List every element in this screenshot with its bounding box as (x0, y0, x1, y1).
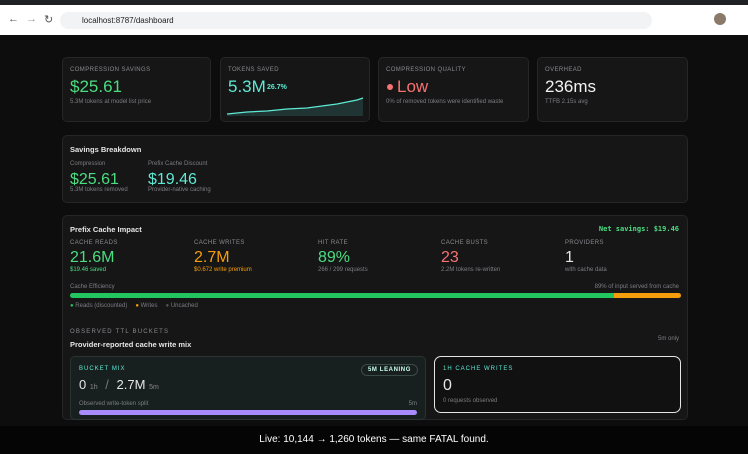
ttl-heading: OBSERVED TTL BUCKETS (70, 329, 170, 335)
status-dot (387, 84, 393, 90)
savings-card: COMPRESSION SAVINGS $25.61 5.3M tokens a… (62, 57, 211, 122)
tab-strip (0, 0, 748, 5)
profile-avatar[interactable] (714, 13, 726, 25)
card-sub: TTFB 2.15s avg (545, 99, 588, 105)
section-title: Savings Breakdown (70, 145, 142, 154)
forward-button[interactable]: → (26, 13, 37, 25)
legend: ● Reads (discounted) ● Writes ● Uncached (70, 303, 198, 309)
caption: Live: 10,144 → 1,260 tokens — same FATAL… (0, 426, 748, 454)
reload-button[interactable]: ↻ (44, 14, 54, 26)
stat-value: 2.7M (194, 249, 230, 266)
item-label: Compression (70, 161, 106, 167)
stat-sub: 2.2M tokens re-written (441, 267, 501, 273)
bucket-values: 0 1h / 2.7M 5m (79, 377, 159, 392)
efficiency-bar (70, 293, 681, 298)
item-sub: Provider-native caching (148, 187, 211, 193)
split-bar (79, 410, 417, 415)
card-sub: 5.3M tokens at model list price (70, 99, 152, 105)
efficiency-note: 89% of input served from cache (594, 284, 679, 290)
card-label: OVERHEAD (545, 67, 582, 73)
legend-text: Reads (discounted) (75, 303, 128, 309)
ttl-note: 5m only (657, 336, 679, 342)
legend-text: Writes (140, 303, 158, 309)
writes-label: 1H CACHE WRITES (443, 366, 514, 372)
sparkline (227, 97, 364, 116)
reads-segment (70, 293, 614, 298)
card-value: Low (397, 77, 429, 96)
legend-item: ● Uncached (165, 303, 198, 309)
stat-value: 1 (565, 249, 574, 266)
item-value: $19.46 (148, 171, 197, 188)
card-sub: 0% of removed tokens were identified was… (386, 99, 504, 105)
writes-1h: 1H CACHE WRITES 0 0 requests observed (434, 356, 681, 413)
m5-value: 2.7M (116, 377, 146, 392)
efficiency-label: Cache Efficiency (70, 284, 115, 290)
prefix-cache: Prefix Cache Impact Net savings: $19.46 … (62, 215, 688, 420)
m5-unit: 5m (149, 384, 159, 391)
stat-sub: $19.46 saved (70, 267, 107, 273)
separator: / (105, 377, 109, 392)
writes-sub: 0 requests observed (443, 398, 498, 404)
stat-sub: $0.672 write premium (194, 267, 252, 273)
net-savings: Net savings: $19.46 (598, 225, 679, 233)
split-label: Observed write-token split (79, 401, 149, 407)
stat-sub: 266 / 299 requests (318, 267, 368, 273)
legend-text: Uncached (170, 303, 198, 309)
bucket-mix: BUCKET MIX 5M LEANING 0 1h / 2.7M 5m Obs… (70, 356, 426, 420)
card-value: 236ms (545, 77, 597, 96)
stat-label: PROVIDERS (565, 240, 604, 246)
quality-card: COMPRESSION QUALITY Low 0% of removed to… (378, 57, 529, 122)
legend-item: ● Reads (discounted) (70, 303, 128, 309)
split-unit: 5m (408, 401, 417, 407)
stat-value: 23 (441, 249, 459, 266)
item-value: $25.61 (70, 171, 119, 188)
stat-sub: with cache data (565, 267, 607, 273)
savings-breakdown: Savings Breakdown Compression $25.61 5.3… (62, 135, 688, 203)
stat-label: CACHE BUSTS (441, 240, 489, 246)
writes-value: 0 (443, 377, 452, 394)
stat-label: CACHE READS (70, 240, 118, 246)
h1-value: 0 (79, 377, 87, 392)
overhead-card: OVERHEAD 236ms TTFB 2.15s avg (537, 57, 688, 122)
card-label: COMPRESSION QUALITY (386, 67, 466, 73)
card-label: COMPRESSION SAVINGS (70, 67, 151, 73)
address-bar[interactable]: localhost:8787/dashboard (60, 12, 652, 29)
card-badge: 26.7% (267, 84, 287, 91)
stat-label: CACHE WRITES (194, 240, 245, 246)
stat-value: 89% (318, 249, 351, 266)
bucket-badge: 5M LEANING (361, 364, 419, 376)
item-sub: 5.3M tokens removed (70, 187, 128, 193)
card-label: TOKENS SAVED (228, 67, 279, 73)
section-title: Prefix Cache Impact (70, 225, 142, 234)
card-value: 5.3M (228, 77, 266, 96)
toolbar: ← → ↻ localhost:8787/dashboard (0, 5, 748, 35)
stat-label: HIT RATE (318, 240, 348, 246)
legend-item: ● Writes (135, 303, 158, 309)
back-button[interactable]: ← (8, 13, 19, 25)
h1-unit: 1h (89, 384, 98, 391)
tokens-card: TOKENS SAVED 5.3M 26.7% (220, 57, 370, 122)
item-label: Prefix Cache Discount (148, 161, 208, 167)
ttl-subtitle: Provider-reported cache write mix (70, 340, 192, 349)
bucket-label: BUCKET MIX (79, 366, 126, 372)
card-value: $25.61 (70, 77, 122, 96)
stat-value: 21.6M (70, 249, 115, 266)
url: localhost:8787/dashboard (82, 16, 174, 25)
writes-segment (613, 293, 681, 298)
